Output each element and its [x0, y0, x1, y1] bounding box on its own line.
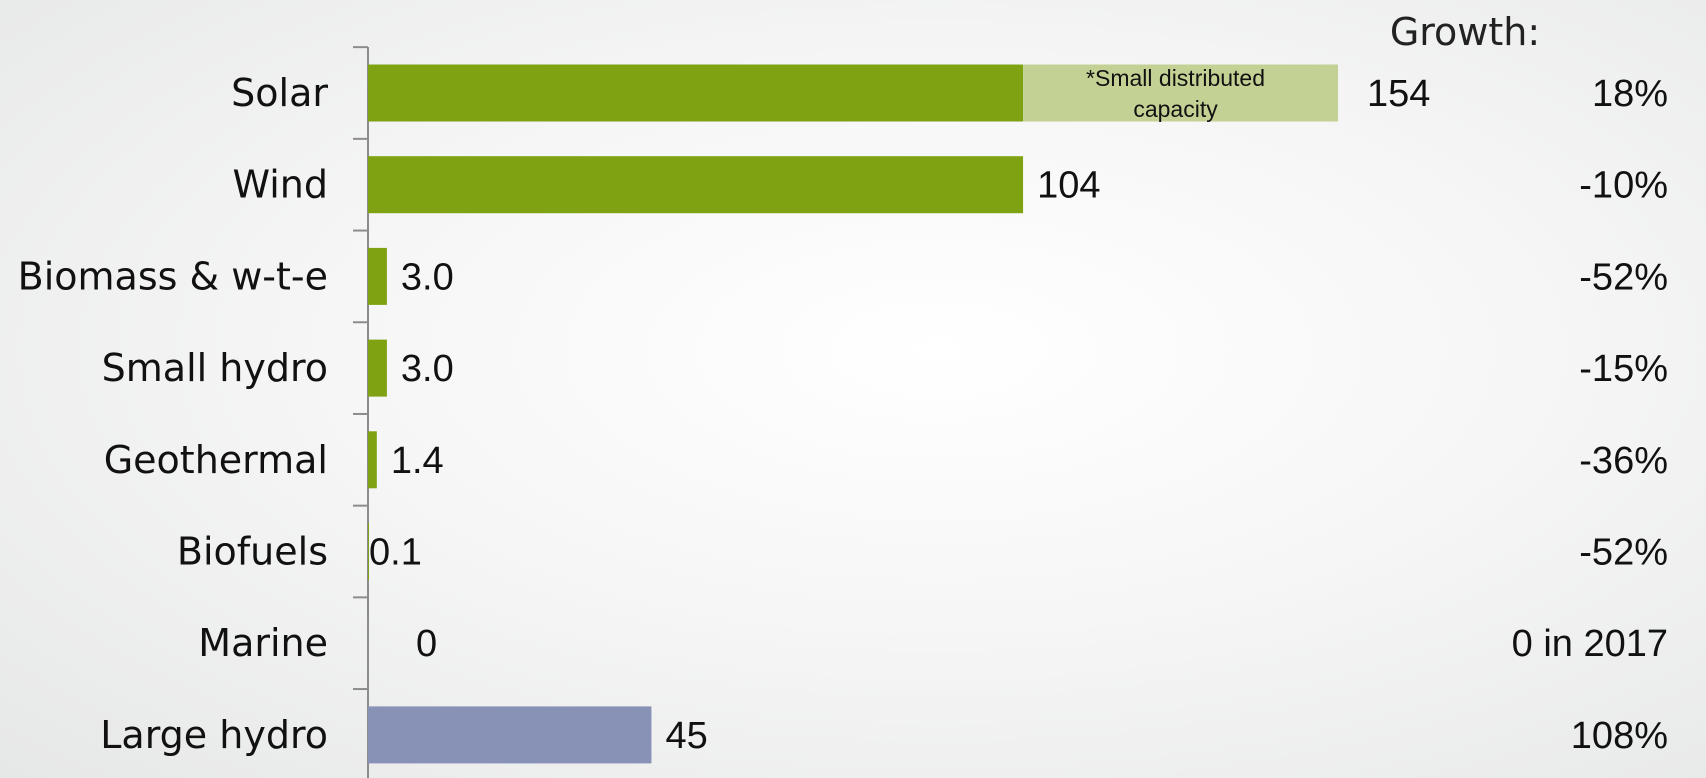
bar-biomass-and-w-t-e [368, 247, 387, 305]
value-label-biofuels: 0.1 [369, 532, 422, 574]
growth-label-marine: 0 in 2017 [1512, 623, 1668, 665]
category-label-small-hydro: Small hydro [102, 346, 328, 390]
bar-geothermal [368, 431, 377, 489]
value-label-biomass-and-w-t-e: 3.0 [401, 256, 454, 298]
category-label-marine: Marine [198, 621, 328, 665]
bar-solar [368, 64, 1024, 122]
bar-small-hydro [368, 339, 387, 397]
growth-label-wind: -10% [1579, 165, 1668, 207]
value-label-wind: 104 [1037, 165, 1100, 207]
bar-large-hydro [368, 706, 652, 764]
growth-label-solar: 18% [1592, 73, 1668, 115]
growth-label-large-hydro: 108% [1571, 715, 1668, 757]
category-label-wind: Wind [232, 163, 328, 207]
category-label-biomass-and-w-t-e: Biomass & w-t-e [18, 254, 328, 298]
bar-wind [368, 156, 1024, 214]
category-label-biofuels: Biofuels [177, 530, 328, 574]
bar-solar-small-distributed [1023, 64, 1338, 122]
category-label-geothermal: Geothermal [104, 438, 328, 482]
value-label-geothermal: 1.4 [391, 440, 444, 482]
bar-biofuels [368, 523, 369, 580]
value-label-marine: 0 [416, 623, 437, 665]
growth-label-biomass-and-w-t-e: -52% [1579, 256, 1668, 298]
category-label-solar: Solar [231, 71, 328, 115]
growth-label-biofuels: -52% [1579, 532, 1668, 574]
growth-label-geothermal: -36% [1579, 440, 1668, 482]
growth-label-small-hydro: -15% [1579, 348, 1668, 390]
value-label-small-hydro: 3.0 [401, 348, 454, 390]
category-label-large-hydro: Large hydro [100, 713, 328, 757]
value-label-large-hydro: 45 [665, 715, 707, 757]
growth-header: Growth: [1390, 10, 1540, 54]
small-distributed-note-line1: *Small distributed [1086, 65, 1265, 91]
value-label-solar: 154 [1367, 73, 1430, 115]
small-distributed-note-line2: capacity [1133, 96, 1218, 122]
